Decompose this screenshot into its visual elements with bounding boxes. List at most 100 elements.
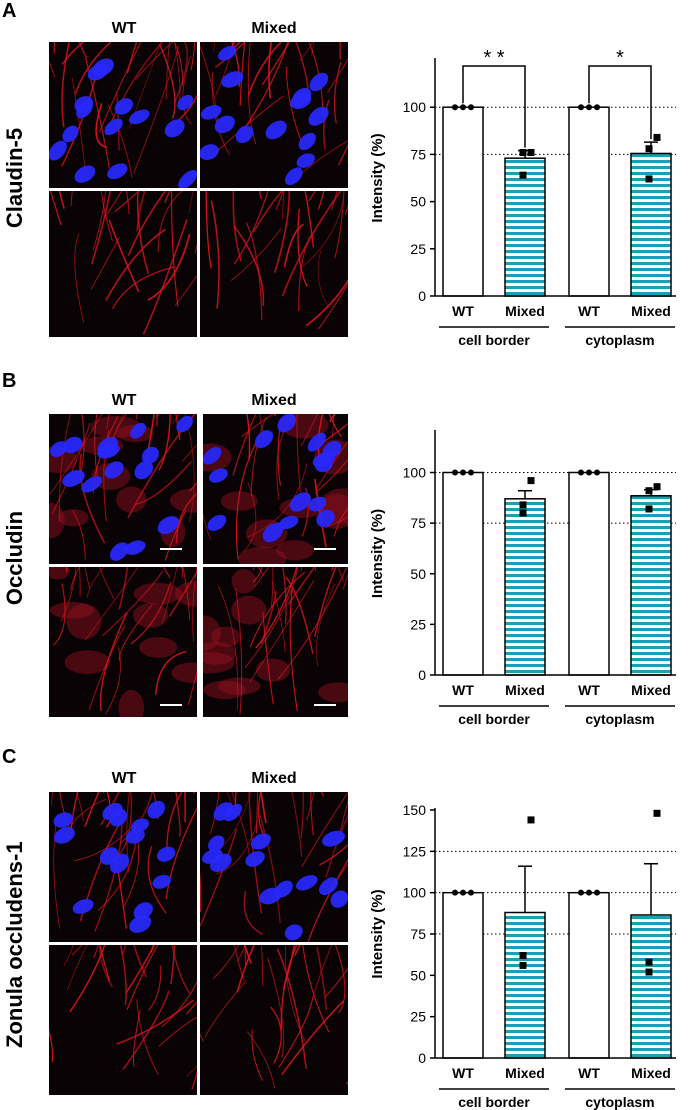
bar <box>568 891 610 1059</box>
group-label: cytoplasm <box>585 711 654 727</box>
x-tick-label: WT <box>578 303 600 319</box>
data-point <box>519 961 527 969</box>
bar <box>568 471 610 676</box>
group-label: cytoplasm <box>585 1094 654 1110</box>
y-tick-label: 25 <box>410 1009 426 1025</box>
data-point <box>653 809 661 817</box>
data-point <box>578 889 584 896</box>
y-tick-label: 75 <box>410 515 426 531</box>
col-label-mixed-b: Mixed <box>251 392 297 409</box>
data-point <box>645 487 653 495</box>
data-point <box>452 469 458 476</box>
row-label-claudin5: Claudin-5 <box>2 127 27 229</box>
bar <box>630 495 672 676</box>
data-point <box>645 968 653 976</box>
y-tick-label: 100 <box>403 99 427 115</box>
micrograph-wt-red-c <box>49 945 197 1095</box>
x-tick-label: Mixed <box>631 303 671 319</box>
scale-bar <box>160 548 182 550</box>
significance-bracket <box>462 65 526 148</box>
data-point <box>468 104 474 111</box>
bar <box>504 157 546 297</box>
x-tick-label: WT <box>578 682 600 698</box>
y-tick-label: 25 <box>410 616 426 632</box>
data-point <box>645 505 653 513</box>
y-tick-label: 150 <box>403 802 427 818</box>
data-point <box>586 469 592 476</box>
x-tick-label: WT <box>452 682 474 698</box>
data-point <box>586 104 592 111</box>
micrograph-mixed-merged-b <box>203 414 348 564</box>
data-point <box>645 175 653 183</box>
col-label-wt-a: WT <box>111 20 137 37</box>
y-tick-label: 0 <box>418 667 426 683</box>
significance-label: * <box>616 47 624 69</box>
group-label: cell border <box>458 711 530 727</box>
x-tick-label: Mixed <box>505 303 545 319</box>
row-label-occludin: Occludin <box>2 510 27 606</box>
scale-bar <box>314 548 336 550</box>
micrograph-mixed-merged-a <box>200 42 348 188</box>
x-tick-label: Mixed <box>505 682 545 698</box>
bar-chart-c: 0 25 50 75 100 125 150 Intensity (%) WT Mixed WT Mi… <box>369 802 676 1110</box>
group-label: cell border <box>458 1094 530 1110</box>
group-label: cell border <box>458 332 530 348</box>
x-tick-label: Mixed <box>505 1065 545 1081</box>
micrograph-mixed-red-c <box>200 945 348 1095</box>
data-point <box>519 171 527 179</box>
bar-chart-a: 0 25 50 75 100 Intensity (%) WT Mixed WT Mixed cel… <box>369 47 676 348</box>
y-tick-label: 75 <box>410 926 426 942</box>
data-point <box>452 889 458 896</box>
y-tick-label: 50 <box>410 967 426 983</box>
data-point <box>578 469 584 476</box>
micrograph-wt-merged-c <box>49 792 197 942</box>
data-point <box>578 104 584 111</box>
y-tick-label: 50 <box>410 566 426 582</box>
y-tick-label: 100 <box>403 465 427 481</box>
col-label-mixed-a: Mixed <box>251 20 297 37</box>
x-tick-label: WT <box>452 1065 474 1081</box>
y-tick-label: 0 <box>418 288 426 304</box>
bar <box>504 498 546 676</box>
bar <box>630 914 672 1059</box>
micrograph-mixed-red-a <box>200 191 348 337</box>
data-point <box>586 889 592 896</box>
col-label-wt-c: WT <box>111 770 137 787</box>
data-point <box>519 951 527 959</box>
data-point <box>460 889 466 896</box>
data-point <box>645 958 653 966</box>
row-label-zo1: Zonula occludens-1 <box>2 841 27 1048</box>
group-label: cytoplasm <box>585 332 654 348</box>
data-point <box>519 149 527 157</box>
data-point <box>527 816 535 824</box>
x-tick-label: WT <box>578 1065 600 1081</box>
panel-label-a: A <box>2 0 17 22</box>
data-point <box>594 469 600 476</box>
bar <box>630 152 672 297</box>
significance-label: * * <box>483 47 504 69</box>
x-tick-label: Mixed <box>631 1065 671 1081</box>
significance-bracket <box>588 65 652 140</box>
bar <box>568 106 610 297</box>
scale-bar <box>314 704 336 706</box>
y-axis-label: Intensity (%) <box>369 133 386 222</box>
data-point <box>645 145 653 153</box>
y-tick-label: 0 <box>418 1050 426 1066</box>
data-point <box>468 469 474 476</box>
data-point <box>460 104 466 111</box>
bar <box>442 106 484 297</box>
data-point <box>527 149 535 157</box>
y-tick-label: 75 <box>410 146 426 162</box>
bar <box>442 891 484 1059</box>
data-point <box>452 104 458 111</box>
y-axis-label: Intensity (%) <box>369 889 386 978</box>
data-point <box>460 469 466 476</box>
data-point <box>594 104 600 111</box>
data-point <box>519 501 527 509</box>
y-tick-label: 25 <box>410 241 426 257</box>
col-label-wt-b: WT <box>111 392 137 409</box>
micrograph-mixed-merged-c <box>200 792 348 942</box>
scale-bar <box>160 704 182 706</box>
y-axis-label: Intensity (%) <box>369 509 386 598</box>
col-label-mixed-c: Mixed <box>251 770 297 787</box>
